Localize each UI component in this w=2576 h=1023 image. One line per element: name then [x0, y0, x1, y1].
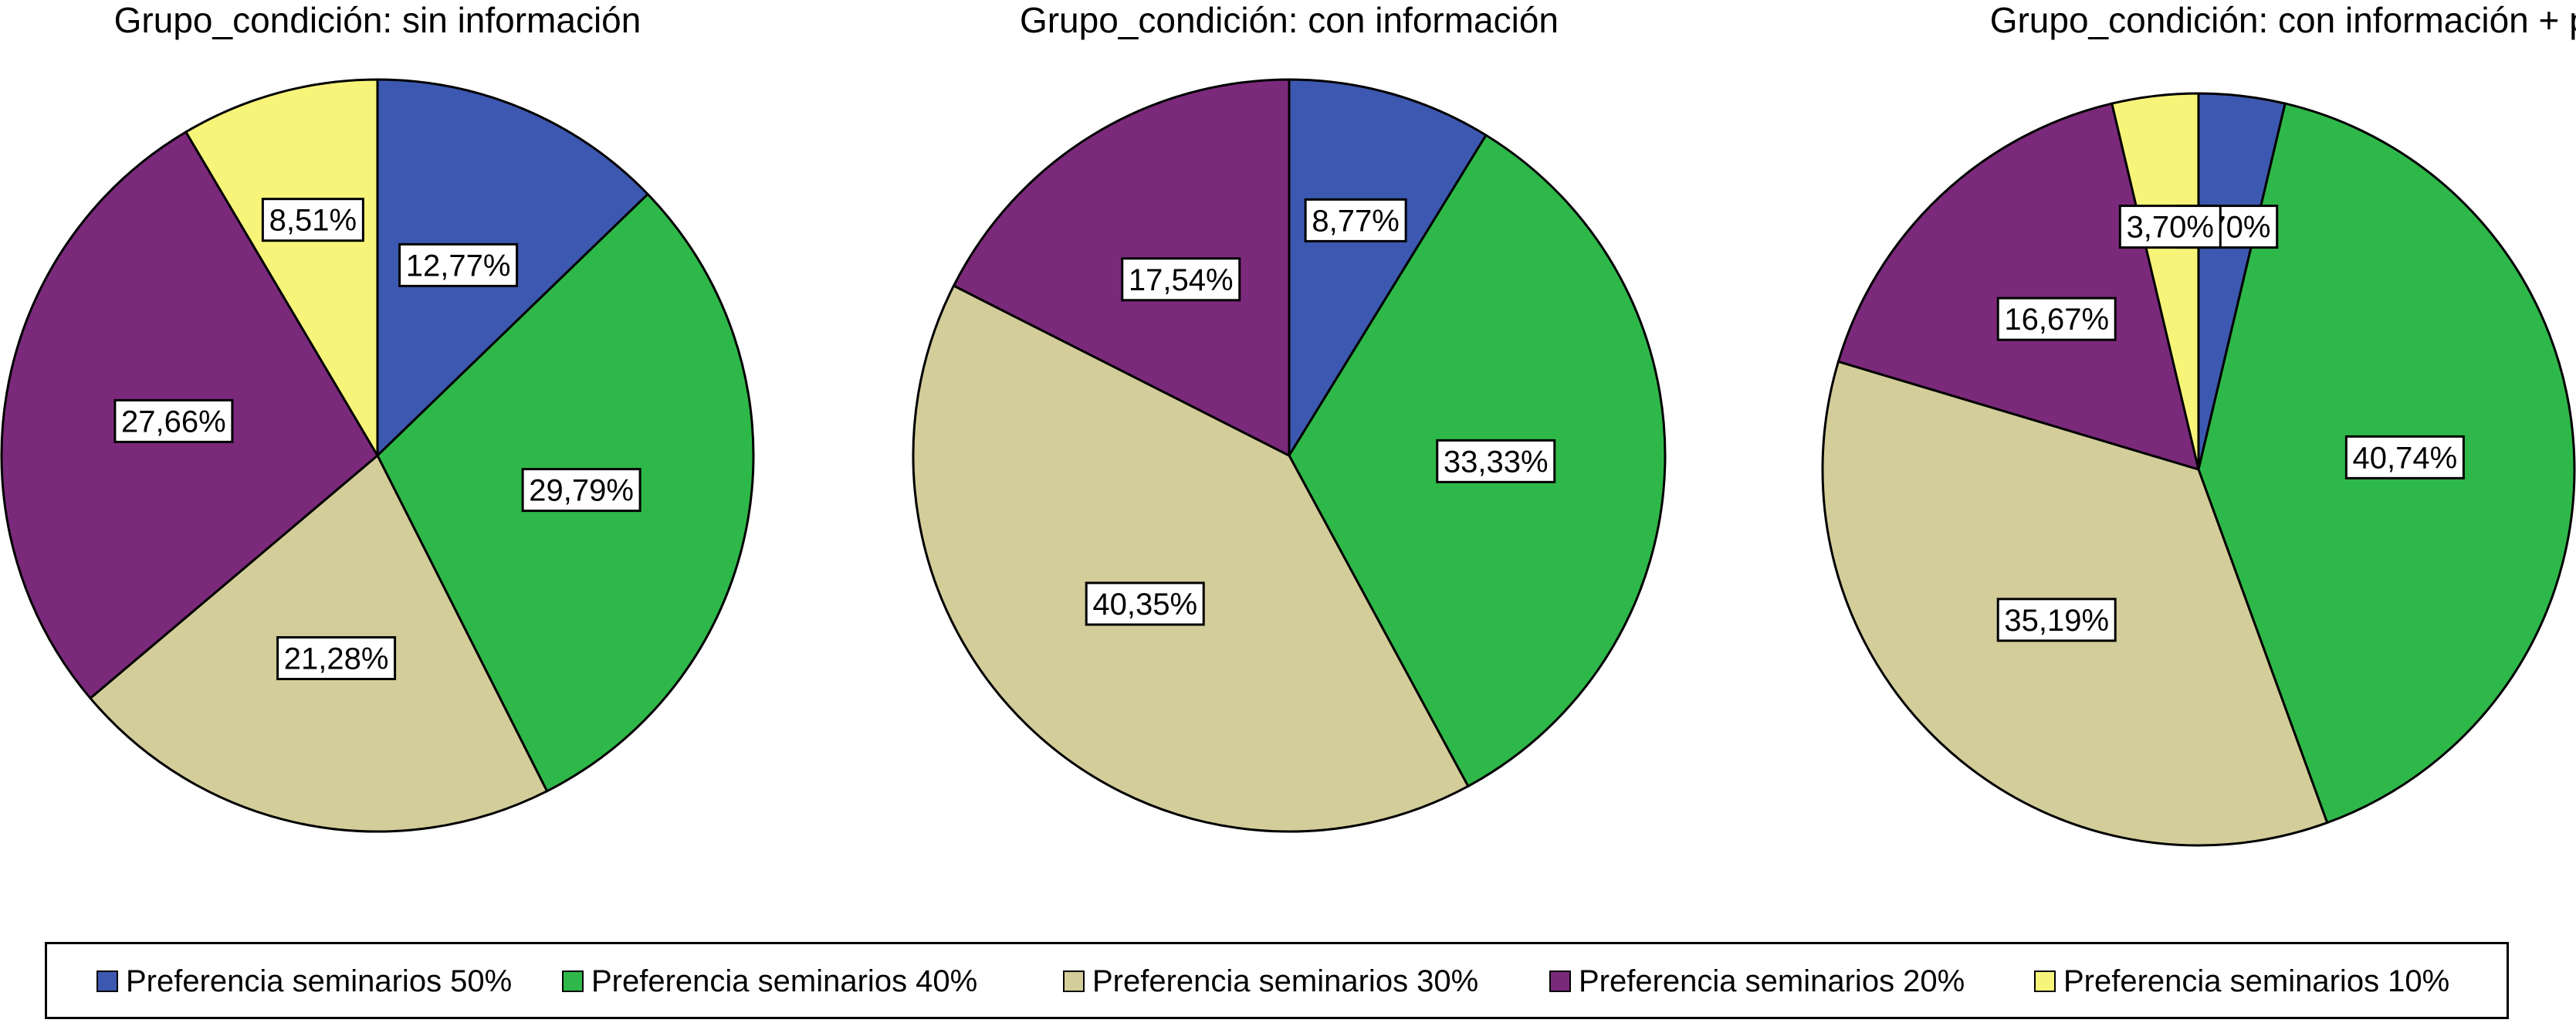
- slice-label: 8,77%: [1312, 204, 1399, 238]
- slice-label-box: [2118, 205, 2222, 249]
- slice-label: 16,67%: [2004, 303, 2109, 337]
- slice-label-box: [276, 635, 397, 680]
- slice-label: 29,79%: [529, 474, 634, 508]
- slice-label: 12,77%: [406, 249, 511, 283]
- legend: Preferencia seminarios 50% Preferencia s…: [45, 942, 2509, 1019]
- legend-swatch-s30: [1063, 970, 1085, 992]
- slice-label-box: [1085, 581, 1205, 626]
- chart-title: Grupo_condición: con información + parci…: [1990, 0, 2576, 40]
- legend-label: Preferencia seminarios 30%: [1092, 964, 1479, 998]
- pie-slice-s50: [1288, 78, 1488, 460]
- pie-slice-s10: [2110, 92, 2200, 470]
- slice-label-box: [398, 242, 519, 287]
- slice-label-box: [1304, 198, 1407, 242]
- pie-slice-s10: [184, 78, 379, 460]
- slice-label-box: [1436, 439, 1556, 483]
- slice-label-box: [1996, 296, 2117, 341]
- slice-label: 21,28%: [284, 642, 389, 676]
- legend-swatch-s40: [562, 970, 584, 992]
- slice-label-box: [1121, 257, 1241, 302]
- slice-label-box: [2344, 435, 2465, 479]
- pie-slice-s20: [1836, 102, 2201, 472]
- pie-charts: Grupo_condición: sin información 12,77% 29…: [0, 0, 2576, 847]
- legend-item-s10: Preferencia seminarios 10%: [2034, 964, 2449, 998]
- legend-label: Preferencia seminarios 50%: [126, 964, 513, 998]
- legend-item-s30: Preferencia seminarios 30%: [1063, 964, 1478, 998]
- slice-label: 8,51%: [269, 204, 357, 238]
- slice-label: 35,19%: [2004, 604, 2109, 638]
- slice-label: 17,54%: [1129, 263, 1234, 297]
- legend-item-s40: Preferencia seminarios 40%: [562, 964, 977, 998]
- slice-label: 40,35%: [1092, 588, 1197, 622]
- pie-chart-1: Grupo_condición: sin información 12,77% 29…: [0, 0, 755, 833]
- slice-label: 3,70%: [2127, 211, 2214, 245]
- chart-title: Grupo_condición: con información: [1020, 0, 1559, 40]
- slice-label-box: [521, 468, 641, 513]
- legend-swatch-s10: [2034, 970, 2056, 992]
- slice-label: 27,66%: [121, 405, 226, 439]
- slice-label: 40,74%: [2353, 441, 2458, 475]
- legend-swatch-s50: [96, 970, 118, 992]
- legend-label: Preferencia seminarios 10%: [2063, 964, 2450, 998]
- pie-chart-2: Grupo_condición: con información 8,77% 33,…: [912, 0, 1667, 833]
- legend-label: Preferencia seminarios 40%: [591, 964, 978, 998]
- legend-item-s20: Preferencia seminarios 20%: [1549, 964, 1965, 998]
- chart-title: Grupo_condición: sin información: [114, 0, 641, 40]
- pie-chart-3: Grupo_condición: con información + parci…: [1821, 0, 2576, 847]
- legend-item-s50: Preferencia seminarios 50%: [96, 964, 512, 998]
- slice-label: 33,33%: [1444, 445, 1549, 479]
- slice-label-box: [1996, 598, 2117, 642]
- legend-label: Preferencia seminarios 20%: [1579, 964, 1965, 998]
- pie-slice-s30: [912, 284, 1470, 833]
- slice-label-box: [113, 398, 234, 443]
- legend-swatch-s20: [1549, 970, 1571, 992]
- slice-label-box: [261, 198, 364, 242]
